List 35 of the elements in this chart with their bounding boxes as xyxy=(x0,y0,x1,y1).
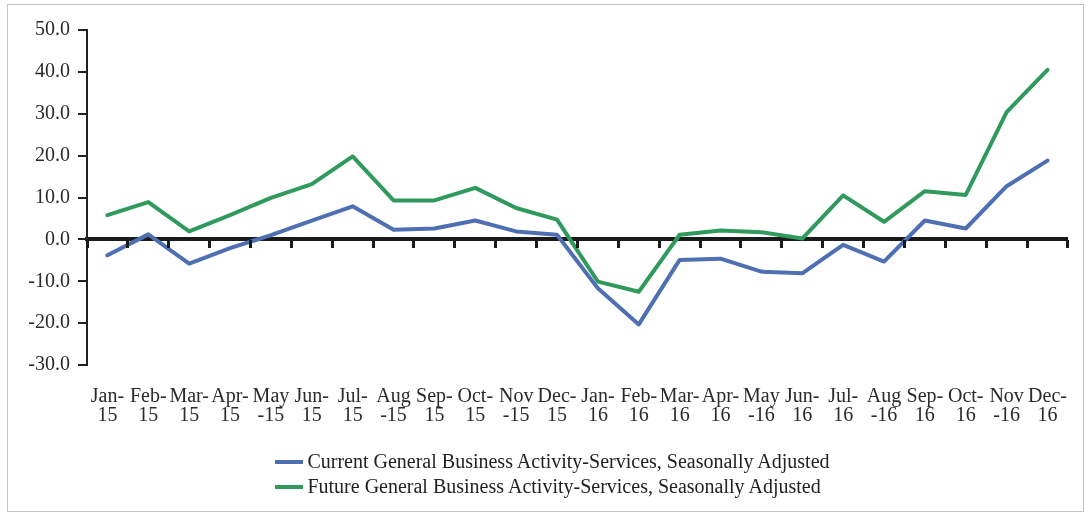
x-tick-label: Nov-15 xyxy=(498,383,534,426)
x-tick-label: Aug-16 xyxy=(866,383,902,426)
legend-label: Current General Business Activity-Services, Seasonally Adjusted xyxy=(307,449,830,474)
y-tick-label: 20.0 xyxy=(35,142,70,165)
x-tick-label: Sep-15 xyxy=(416,383,453,426)
x-tick-label: Apr-16 xyxy=(701,383,740,426)
x-tick-label: Apr-15 xyxy=(211,383,249,426)
x-tick-label: Jul-16 xyxy=(828,383,859,426)
x-tick-label: Dec-15 xyxy=(537,383,577,426)
x-tick-label: May-16 xyxy=(743,383,780,426)
x-tick-label: Jan-15 xyxy=(90,383,125,426)
x-tick-label: Aug-15 xyxy=(376,383,411,426)
x-tick-label: Oct-15 xyxy=(457,383,494,426)
x-tick-label: Jun-15 xyxy=(294,383,330,426)
y-tick-label: 0.0 xyxy=(45,226,70,249)
x-tick-label: Dec-16 xyxy=(1028,383,1067,426)
x-tick-label: Nov-16 xyxy=(989,383,1024,426)
y-tick-label: 40.0 xyxy=(35,59,70,82)
x-tick-label: Feb-15 xyxy=(129,383,167,426)
y-tick-label: -20.0 xyxy=(28,310,70,333)
y-tick-label: -30.0 xyxy=(28,352,70,375)
y-tick-label: -10.0 xyxy=(28,268,70,291)
x-tick-label: Jan-16 xyxy=(581,383,615,426)
x-tick-label: Jul-15 xyxy=(337,383,368,426)
x-tick-label: Jun-16 xyxy=(785,383,820,426)
y-tick-label: 30.0 xyxy=(35,101,70,123)
x-tick-label: May-15 xyxy=(252,383,290,426)
y-tick-label: 10.0 xyxy=(35,184,70,207)
x-tick-label: Oct-16 xyxy=(947,383,984,426)
x-tick-label: Mar-16 xyxy=(659,383,700,426)
x-tick-label: Mar-15 xyxy=(169,383,209,426)
x-tick-label: Sep-16 xyxy=(906,383,944,426)
x-tick-label: Feb-16 xyxy=(620,383,658,426)
y-tick-label: 50.0 xyxy=(35,17,70,40)
legend-label: Future General Business Activity-Services, Seasonally Adjusted xyxy=(307,474,821,499)
